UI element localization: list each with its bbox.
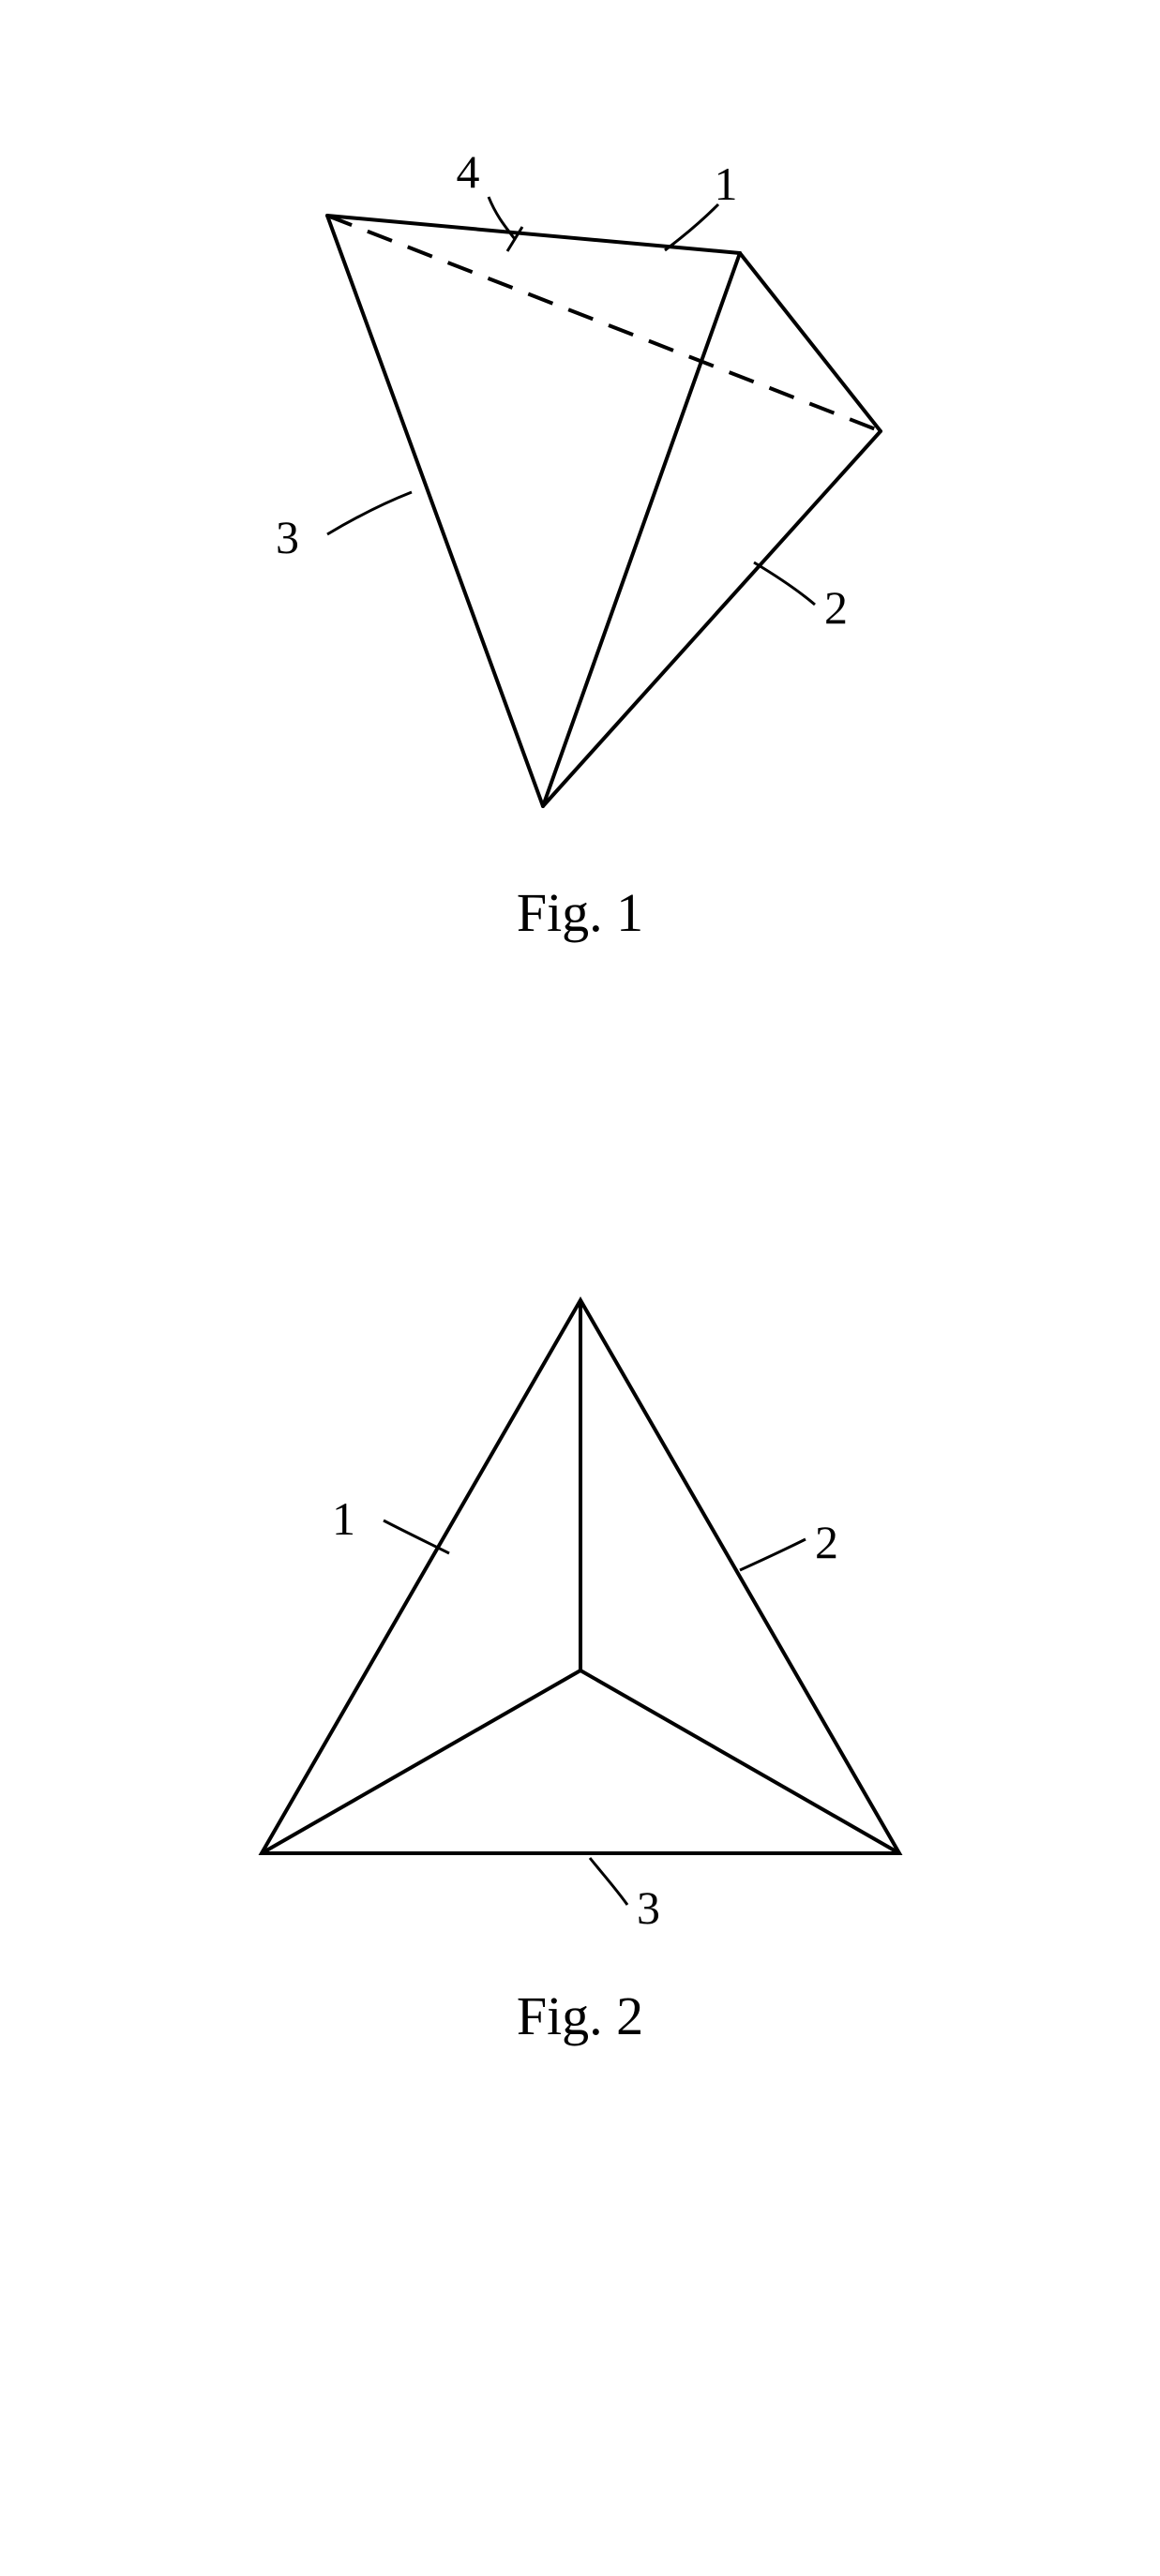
- label-1: 1: [332, 1492, 355, 1545]
- label-2: 2: [815, 1516, 838, 1568]
- tetrahedron-edges: [327, 216, 881, 806]
- figure-1: 4 1 2 3 Fig. 1: [0, 0, 1160, 944]
- tetrahedron-top-view: [262, 1300, 899, 1853]
- label-3: 3: [276, 511, 299, 563]
- page: 4 1 2 3 Fig. 1: [0, 0, 1160, 2047]
- figure-2-svg: 1 2 3: [140, 1206, 1021, 1975]
- figure-2-caption: Fig. 2: [0, 1984, 1160, 2047]
- figure-1-caption: Fig. 1: [0, 881, 1160, 944]
- label-4: 4: [456, 145, 479, 198]
- label-2: 2: [824, 581, 848, 634]
- figure-2: 1 2 3 Fig. 2: [0, 944, 1160, 2047]
- figure-1-svg: 4 1 2 3: [140, 75, 1021, 872]
- label-1: 1: [714, 157, 737, 210]
- label-3: 3: [637, 1881, 660, 1934]
